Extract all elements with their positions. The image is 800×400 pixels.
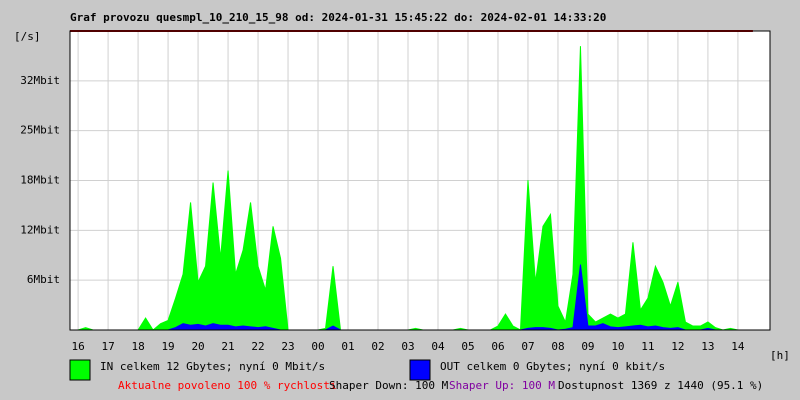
y-tick-label: 6Mbit (27, 273, 60, 286)
y-axis-label: [/s] (14, 30, 41, 43)
x-tick-label: 20 (191, 340, 204, 353)
y-tick-label: 12Mbit (20, 223, 60, 236)
x-tick-label: 01 (341, 340, 354, 353)
x-tick-label: 12 (671, 340, 684, 353)
legend-label: IN celkem 12 Gbytes; nyní 0 Mbit/s (100, 360, 325, 373)
footer-text: Shaper Up: 100 M (449, 379, 555, 392)
y-tick-label: 25Mbit (20, 124, 60, 137)
x-tick-label: 10 (611, 340, 624, 353)
legend-label: OUT celkem 0 Gbytes; nyní 0 kbit/s (440, 360, 665, 373)
x-tick-label: 06 (491, 340, 504, 353)
x-tick-label: 05 (461, 340, 474, 353)
area-series (70, 46, 753, 331)
x-tick-label: 21 (221, 340, 234, 353)
x-tick-label: 17 (101, 340, 114, 353)
y-tick-label: 32Mbit (20, 74, 60, 87)
x-tick-label: 02 (371, 340, 384, 353)
x-tick-label: 03 (401, 340, 414, 353)
legend-swatch (69, 359, 91, 381)
legend-swatch (409, 359, 431, 381)
x-axis-label: [h] (770, 349, 790, 362)
x-tick-label: 16 (71, 340, 84, 353)
x-tick-label: 11 (641, 340, 654, 353)
x-tick-label: 13 (701, 340, 714, 353)
footer-text: Dostupnost 1369 z 1440 (95.1 %) (558, 379, 763, 392)
x-tick-label: 18 (131, 340, 144, 353)
x-tick-label: 00 (311, 340, 324, 353)
x-tick-label: 09 (581, 340, 594, 353)
plot-border (69, 30, 771, 331)
x-tick-label: 22 (251, 340, 264, 353)
y-tick-label: 18Mbit (20, 174, 60, 187)
footer-text: Shaper Down: 100 M (329, 379, 449, 392)
x-tick-label: 19 (161, 340, 174, 353)
x-tick-label: 08 (551, 340, 564, 353)
x-tick-label: 04 (431, 340, 445, 353)
chart-title: Graf provozu quesmpl_10_210_15_98 od: 20… (70, 11, 606, 24)
x-tick-label: 23 (281, 340, 294, 353)
footer-text: Aktualne povoleno 100 % rychlosti (118, 379, 337, 392)
x-tick-label: 07 (521, 340, 534, 353)
x-tick-label: 14 (731, 340, 745, 353)
